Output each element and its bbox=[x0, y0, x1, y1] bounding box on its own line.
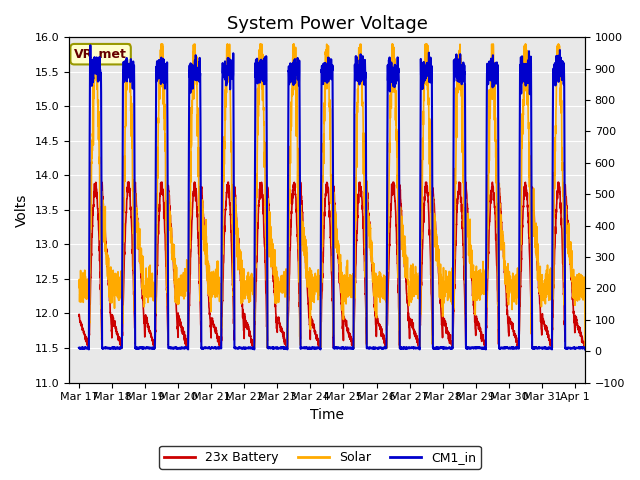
X-axis label: Time: Time bbox=[310, 408, 344, 422]
Y-axis label: Volts: Volts bbox=[15, 193, 29, 227]
Text: VR_met: VR_met bbox=[74, 48, 127, 60]
Legend: 23x Battery, Solar, CM1_in: 23x Battery, Solar, CM1_in bbox=[159, 446, 481, 469]
Title: System Power Voltage: System Power Voltage bbox=[227, 15, 428, 33]
